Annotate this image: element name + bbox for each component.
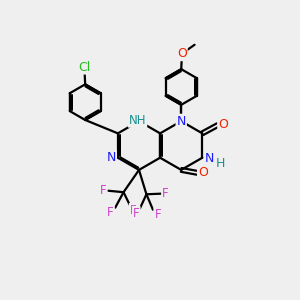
Text: F: F <box>130 204 136 217</box>
Text: NH: NH <box>129 114 146 127</box>
Text: Cl: Cl <box>79 61 91 74</box>
Text: F: F <box>133 207 140 220</box>
Text: N: N <box>107 151 116 164</box>
Text: O: O <box>198 167 208 179</box>
Text: F: F <box>154 208 161 221</box>
Text: O: O <box>177 47 187 60</box>
Text: H: H <box>215 157 225 169</box>
Text: F: F <box>107 206 114 219</box>
Text: N: N <box>205 152 214 165</box>
Text: N: N <box>176 115 186 128</box>
Text: O: O <box>218 118 228 131</box>
Text: F: F <box>162 187 169 200</box>
Text: F: F <box>100 184 106 197</box>
